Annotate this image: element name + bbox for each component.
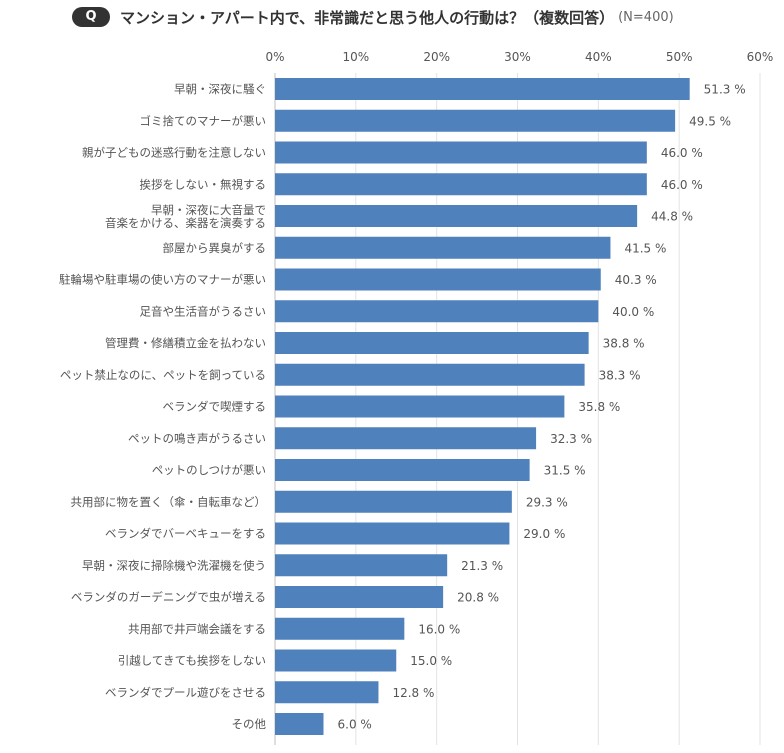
category-label-line: 早朝・深夜に大音量で — [151, 203, 266, 217]
bar — [275, 173, 647, 196]
bar — [275, 522, 510, 545]
data-label: 38.8 % — [603, 337, 645, 351]
bar — [275, 236, 611, 259]
category-label: ペットの鳴き声がうるさい — [128, 431, 266, 445]
data-label: 44.8 % — [651, 210, 693, 224]
bar — [275, 681, 379, 704]
category-label: ベランダでバーベキューをする — [105, 527, 266, 541]
data-label: 40.3 % — [615, 273, 657, 287]
data-label: 29.3 % — [526, 495, 568, 509]
category-label: 挨拶をしない・無視する — [140, 177, 267, 191]
bar — [275, 332, 589, 354]
data-label: 16.0 % — [418, 622, 460, 636]
bar — [275, 427, 537, 450]
x-tick-label: 30% — [504, 50, 531, 64]
bar — [275, 300, 599, 323]
data-label: 38.3 % — [599, 368, 641, 382]
data-label: 31.5 % — [544, 464, 586, 478]
data-label: 40.0 % — [612, 305, 654, 319]
data-label: 46.0 % — [661, 146, 703, 160]
x-tick-label: 10% — [342, 50, 369, 64]
bar — [275, 586, 444, 608]
category-label: 足音や生活音がうるさい — [140, 304, 267, 318]
bar — [275, 617, 405, 640]
data-label: 51.3 % — [704, 83, 746, 97]
data-label: 12.8 % — [392, 686, 434, 700]
data-label: 41.5 % — [624, 241, 666, 255]
category-label: 早朝・深夜に掃除機や洗濯機を使う — [82, 558, 266, 572]
category-label: 早朝・深夜に大音量で音楽をかける、楽器を演奏する — [105, 203, 266, 230]
x-tick-label: 20% — [423, 50, 450, 64]
data-label: 35.8 % — [578, 400, 620, 414]
data-label: 20.8 % — [457, 591, 499, 605]
question-badge: Q — [72, 7, 110, 27]
category-label: ペット禁止なのに、ペットを飼っている — [60, 368, 266, 382]
data-label: 32.3 % — [550, 432, 592, 446]
bar — [275, 554, 448, 577]
chart-title: マンション・アパート内で、非常識だと思う他人の行動は？（複数回答） — [120, 8, 615, 27]
data-label: 6.0 % — [338, 718, 372, 732]
data-label: 21.3 % — [461, 559, 503, 573]
bar — [275, 205, 638, 227]
bar — [275, 363, 585, 386]
category-label: 管理費・修繕積立金を払わない — [105, 336, 266, 350]
category-label: 親が子どもの迷惑行動を注意しない — [82, 146, 266, 160]
x-tick-label: 40% — [585, 50, 612, 64]
category-label: 駐輪場や駐車場の使い方のマナーが悪い — [59, 273, 266, 287]
category-label: 共用部に物を置く（傘・自転車など） — [71, 495, 267, 509]
category-label: その他 — [232, 717, 267, 731]
bar — [275, 713, 324, 735]
bar — [275, 395, 565, 418]
bar — [275, 649, 397, 672]
sample-size: (N=400) — [618, 9, 674, 25]
bar — [275, 459, 530, 481]
category-label-line: 音楽をかける、楽器を演奏する — [105, 216, 266, 230]
data-label: 29.0 % — [523, 527, 565, 541]
category-label: 共用部で井戸端会議をする — [128, 622, 266, 636]
bar — [275, 490, 512, 513]
category-label: 部屋から異臭がする — [163, 241, 267, 255]
data-label: 49.5 % — [689, 114, 731, 128]
category-label: ベランダのガーデニングで虫が増える — [71, 590, 266, 604]
data-label: 15.0 % — [410, 654, 452, 668]
bar — [275, 109, 676, 132]
category-label: 早朝・深夜に騒ぐ — [174, 82, 266, 96]
category-label: ペットのしつけが悪い — [152, 463, 266, 477]
bar — [275, 141, 647, 164]
data-label: 46.0 % — [661, 178, 703, 192]
bar — [275, 268, 601, 291]
category-label: ゴミ捨てのマナーが悪い — [140, 114, 267, 128]
x-tick-label: 60% — [747, 50, 774, 64]
x-tick-label: 0% — [265, 50, 284, 64]
x-tick-label: 50% — [666, 50, 693, 64]
category-label: ベランダで喫煙する — [163, 400, 267, 414]
chart-header: Q マンション・アパート内で、非常識だと思う他人の行動は？（複数回答） (N=4… — [72, 6, 674, 28]
category-label: ベランダでプール遊びをさせる — [105, 685, 266, 699]
category-label: 引越してきても挨拶をしない — [118, 654, 266, 668]
bar — [275, 78, 690, 100]
